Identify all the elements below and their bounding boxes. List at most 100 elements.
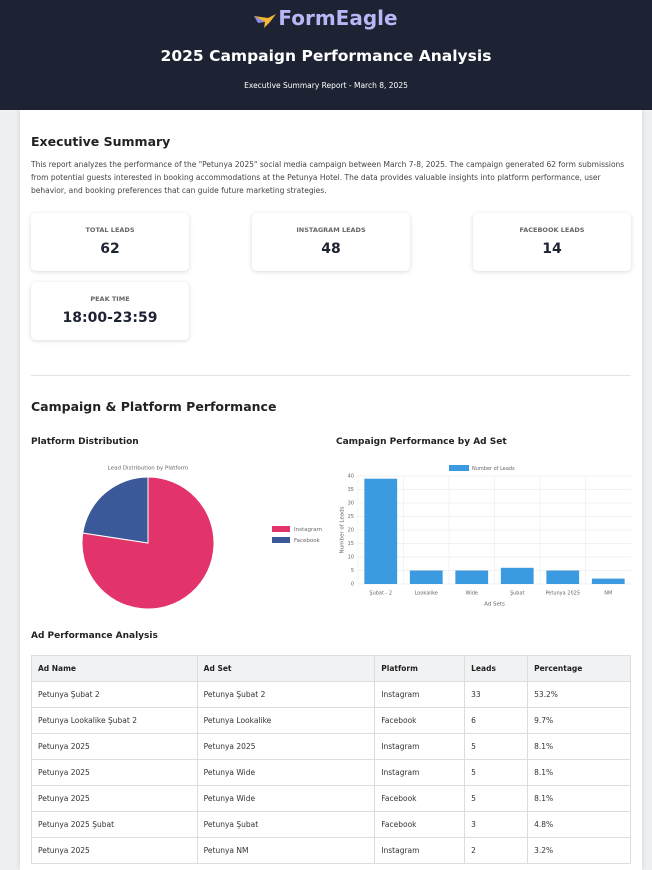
x-tick-label: Şubat - 2 bbox=[369, 591, 392, 597]
table-cell: 5 bbox=[464, 733, 529, 760]
kpi-card: Total Leads 62 bbox=[31, 213, 189, 271]
legend-label: Facebook bbox=[294, 538, 321, 544]
x-tick-label: NM bbox=[604, 591, 612, 597]
table-cell: 8.1% bbox=[527, 785, 631, 812]
table-cell: 6 bbox=[464, 707, 529, 734]
table-cell: 3 bbox=[464, 811, 529, 838]
table-row: Petunya 2025 Şubat Petunya Şubat Facebook 3… bbox=[31, 811, 631, 838]
table-cell: Petunya 2025 bbox=[196, 733, 376, 760]
table-heading: Ad Performance Analysis bbox=[31, 631, 158, 641]
column-header: Percentage bbox=[527, 655, 631, 682]
header: FormEagle 2025 Campaign Performance Anal… bbox=[0, 0, 652, 110]
table-cell: Instagram bbox=[374, 733, 466, 760]
logo: FormEagle bbox=[0, 6, 652, 30]
table-cell: 8.1% bbox=[527, 759, 631, 786]
x-tick-label: Lookalike bbox=[415, 591, 438, 597]
table-row: Petunya 2025 Petunya Wide Instagram 5 8.1% bbox=[31, 759, 631, 786]
legend-swatch bbox=[272, 537, 290, 543]
kpi-value: 14 bbox=[542, 241, 562, 257]
column-header: Ad Name bbox=[31, 655, 198, 682]
column-header: Platform bbox=[374, 655, 466, 682]
kpi-card: Peak Time 18:00-23:59 bbox=[31, 282, 189, 340]
table-cell: Instagram bbox=[374, 759, 466, 786]
divider bbox=[31, 375, 631, 376]
section-heading: Executive Summary bbox=[31, 134, 171, 149]
table-cell: 5 bbox=[464, 759, 529, 786]
table-cell: Petunya Lookalike Şubat 2 bbox=[31, 707, 198, 734]
bar bbox=[591, 578, 625, 584]
y-tick-label: 30 bbox=[348, 501, 354, 507]
chart-heading: Campaign Performance by Ad Set bbox=[336, 437, 507, 447]
section-heading: Campaign & Platform Performance bbox=[31, 399, 277, 414]
kpi-card: Facebook Leads 14 bbox=[473, 213, 631, 271]
table-cell: 2 bbox=[464, 837, 529, 864]
x-tick-label: Petunya 2025 bbox=[545, 591, 580, 597]
column-header: Ad Set bbox=[196, 655, 376, 682]
table-cell: Petunya Wide bbox=[196, 759, 376, 786]
table-cell: 53.2% bbox=[527, 681, 631, 708]
table-cell: 9.7% bbox=[527, 707, 631, 734]
table-cell: 8.1% bbox=[527, 733, 631, 760]
table-row: Petunya Şubat 2 Petunya Şubat 2 Instagram 3… bbox=[31, 681, 631, 708]
table-cell: Facebook bbox=[374, 785, 466, 812]
y-tick-label: 20 bbox=[348, 528, 354, 534]
kpi-value: 48 bbox=[321, 241, 341, 257]
legend-swatch bbox=[449, 465, 469, 471]
kpi-label: Instagram Leads bbox=[296, 226, 366, 234]
y-tick-label: 5 bbox=[351, 568, 354, 574]
kpi-value: 18:00-23:59 bbox=[62, 310, 158, 326]
y-tick-label: 10 bbox=[348, 555, 354, 561]
table-row: Petunya 2025 Petunya NM Instagram 2 3.2% bbox=[31, 837, 631, 864]
kpi-value: 62 bbox=[100, 241, 120, 257]
bar bbox=[409, 570, 443, 584]
logo-icon bbox=[254, 14, 277, 28]
ad-table: Ad Name Ad Set Platform Leads Percentage Petu… bbox=[31, 655, 631, 864]
chart-heading: Platform Distribution bbox=[31, 437, 139, 447]
x-axis-label: Ad Sets bbox=[484, 602, 505, 608]
table-cell: Petunya 2025 bbox=[31, 759, 198, 786]
table-cell: Facebook bbox=[374, 811, 466, 838]
kpi-card: Instagram Leads 48 bbox=[252, 213, 410, 271]
x-tick-label: Wide bbox=[466, 591, 478, 597]
summary-text: This report analyzes the performance of … bbox=[31, 160, 625, 195]
table-cell: Petunya Wide bbox=[196, 785, 376, 812]
y-tick-label: 40 bbox=[348, 474, 354, 480]
table-cell: Petunya 2025 bbox=[31, 837, 198, 864]
table-cell: Facebook bbox=[374, 707, 466, 734]
table-cell: Petunya 2025 bbox=[31, 733, 198, 760]
x-tick-label: Şubat bbox=[510, 591, 525, 597]
bar bbox=[546, 570, 580, 584]
logo-text: FormEagle bbox=[278, 6, 398, 30]
kpi-label: Facebook Leads bbox=[519, 226, 585, 234]
table-cell: Instagram bbox=[374, 681, 466, 708]
table-cell: Petunya 2025 bbox=[31, 785, 198, 812]
y-axis-label: Number of Leads bbox=[340, 506, 346, 553]
table-cell: Petunya Şubat 2 bbox=[196, 681, 376, 708]
charts: Lead Distribution by Platform Instagram Fa… bbox=[81, 465, 631, 610]
table-row: Petunya Lookalike Şubat 2 Petunya Lookali… bbox=[31, 707, 631, 734]
legend-label: Number of Leads bbox=[472, 466, 515, 472]
report-title: 2025 Campaign Performance Analysis bbox=[160, 47, 492, 65]
kpi-label: Total Leads bbox=[85, 226, 135, 234]
table-cell: 33 bbox=[464, 681, 529, 708]
y-tick-label: 15 bbox=[348, 541, 354, 547]
table-cell: Instagram bbox=[374, 837, 466, 864]
legend-label: Instagram bbox=[294, 527, 322, 533]
y-tick-label: 0 bbox=[351, 582, 354, 588]
table-cell: 5 bbox=[464, 785, 529, 812]
table-header-row: Ad Name Ad Set Platform Leads Percentage bbox=[31, 655, 631, 682]
report-body: Executive Summary This report analyzes t… bbox=[20, 110, 642, 870]
table-cell: Petunya Şubat bbox=[196, 811, 376, 838]
report-subtitle: Executive Summary Report - March 8, 2025 bbox=[244, 81, 408, 90]
chart-title: Lead Distribution by Platform bbox=[108, 466, 189, 472]
kpi-label: Peak Time bbox=[90, 295, 130, 303]
y-tick-label: 25 bbox=[348, 514, 354, 520]
legend-swatch bbox=[272, 526, 290, 532]
column-header: Leads bbox=[464, 655, 529, 682]
table-cell: Petunya Şubat 2 bbox=[31, 681, 198, 708]
bar bbox=[364, 478, 398, 584]
table-cell: Petunya Lookalike bbox=[196, 707, 376, 734]
table-cell: Petunya NM bbox=[196, 837, 376, 864]
bar bbox=[500, 567, 534, 584]
